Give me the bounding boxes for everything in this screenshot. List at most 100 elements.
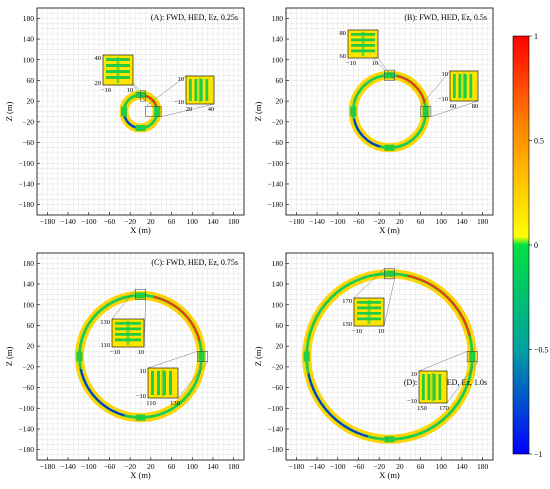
inset-label-top: 10: [140, 368, 147, 375]
ring-zero-crossing: [76, 351, 83, 362]
inset-band: [361, 32, 365, 56]
x-tick-label: 20: [147, 217, 155, 226]
colorbar-tick-label: 1: [534, 32, 538, 41]
y-tick-label: −20: [22, 117, 34, 126]
zoom-source-box: [420, 106, 432, 117]
y-tick-label: 100: [23, 300, 35, 309]
grid: [37, 8, 244, 215]
colorbar: 1 0.5 0 −0.5 −1: [512, 32, 549, 459]
y-tick-label: −140: [268, 424, 284, 433]
colorbar-tick-label: 0: [534, 241, 538, 250]
zoom-connector: [147, 351, 198, 369]
x-tick-label: −140: [60, 217, 76, 226]
x-tick-label: −60: [353, 217, 365, 226]
y-tick-label: −100: [19, 159, 35, 168]
y-tick-label: −60: [271, 138, 283, 147]
y-tick-label: 140: [272, 35, 284, 44]
plot-frame: [285, 252, 494, 461]
inset-band: [126, 321, 130, 345]
x-axis-label: X (m): [130, 225, 151, 235]
y-tick-label: −20: [22, 362, 34, 371]
x-tick-label: −100: [330, 217, 346, 226]
ring-zero-crossing: [422, 106, 429, 117]
y-tick-label: 100: [272, 300, 284, 309]
y-tick-label: −140: [268, 179, 284, 188]
x-tick-label: −20: [124, 217, 136, 226]
y-tick-label: 60: [276, 321, 284, 330]
inset-label-bottom: 60: [340, 53, 347, 60]
x-tick-label: −60: [353, 462, 365, 471]
x-tick-label: 180: [477, 217, 489, 226]
y-tick-label: −180: [268, 445, 284, 454]
y-axis-label: Z (m): [253, 347, 263, 367]
colorbar-tick-label: −1: [534, 450, 543, 459]
inset-label-xmin: 150: [417, 405, 427, 412]
x-tick-label: −20: [124, 462, 136, 471]
y-axis: 180 140 100 60 20 −20 −60 −100 −140 −180 Z (m): [4, 259, 40, 454]
inset-label-bottom: −10: [407, 398, 417, 405]
inset-band: [194, 79, 198, 101]
inset-band: [438, 374, 442, 400]
y-tick-label: 60: [276, 76, 284, 85]
y-tick-label: 140: [23, 280, 35, 289]
inset-label-xmax: 80: [472, 103, 479, 110]
x-tick-label: 20: [396, 462, 404, 471]
inset-label-top: 40: [95, 55, 102, 62]
plot-frame: [285, 7, 494, 216]
inset-label-top: 10: [442, 71, 449, 78]
ring-positive-arc: [153, 295, 201, 342]
x-tick-label: −180: [289, 462, 305, 471]
inset-label-xmin: 20: [186, 106, 193, 113]
inset-label-xmax: 40: [208, 106, 215, 113]
ring-negative-arc: [307, 373, 369, 438]
zoom-source-box: [384, 268, 395, 280]
x-axis-label: X (m): [130, 470, 151, 480]
inset-label-bottom: −10: [136, 393, 146, 400]
inset-label-top: 80: [340, 30, 347, 37]
inset-band: [427, 374, 431, 400]
inset-band: [205, 79, 209, 101]
y-axis-label: Z (m): [253, 102, 263, 122]
y-tick-label: 140: [272, 280, 284, 289]
x-tick-label: 180: [477, 462, 489, 471]
inset-band: [462, 73, 466, 99]
zoom-source-box: [140, 90, 146, 102]
x-tick-label: 20: [147, 462, 155, 471]
zoom-source-box: [384, 69, 395, 81]
y-axis-label: Z (m): [4, 102, 14, 122]
x-tick-label: 140: [207, 217, 219, 226]
x-tick-label: −100: [81, 217, 97, 226]
inset-label-xmin: 110: [146, 400, 156, 407]
zoom-source-box: [145, 106, 162, 117]
inset-label-top: 170: [342, 298, 352, 305]
y-tick-label: 20: [27, 342, 35, 351]
y-tick-label: −60: [22, 138, 34, 147]
x-tick-label: 60: [417, 217, 425, 226]
x-tick-label: −20: [373, 217, 385, 226]
zoom-connector: [383, 278, 395, 327]
y-tick-label: 20: [27, 97, 35, 106]
inset-band: [169, 371, 172, 395]
x-tick-label: 60: [168, 217, 176, 226]
y-axis: 180 140 100 60 20 −20 −60 −100 −140 −180 Z (m): [253, 14, 289, 209]
inset-band: [151, 371, 154, 395]
ring-zero-crossing: [384, 436, 395, 443]
inset-band: [198, 78, 202, 102]
zoom-connector: [145, 75, 187, 107]
zoom-source-box: [135, 288, 146, 300]
colorbar-tick-label: 0.5: [534, 137, 544, 146]
x-tick-label: −60: [104, 217, 116, 226]
inset-band: [469, 74, 473, 98]
inset-label-xmax: 10: [372, 60, 379, 67]
inset-label-xmin: 60: [450, 103, 457, 110]
y-axis: 180 140 100 60 20 −20 −60 −100 −140 −180 Z (m): [4, 14, 40, 209]
inset-label-bottom: −10: [174, 99, 184, 106]
inset-band: [116, 57, 120, 83]
x-tick-label: 20: [396, 217, 404, 226]
y-tick-label: 100: [23, 55, 35, 64]
wavefront-ring: [74, 290, 207, 423]
ring-positive-arc: [397, 75, 426, 103]
ring-zero-crossing: [135, 125, 146, 132]
